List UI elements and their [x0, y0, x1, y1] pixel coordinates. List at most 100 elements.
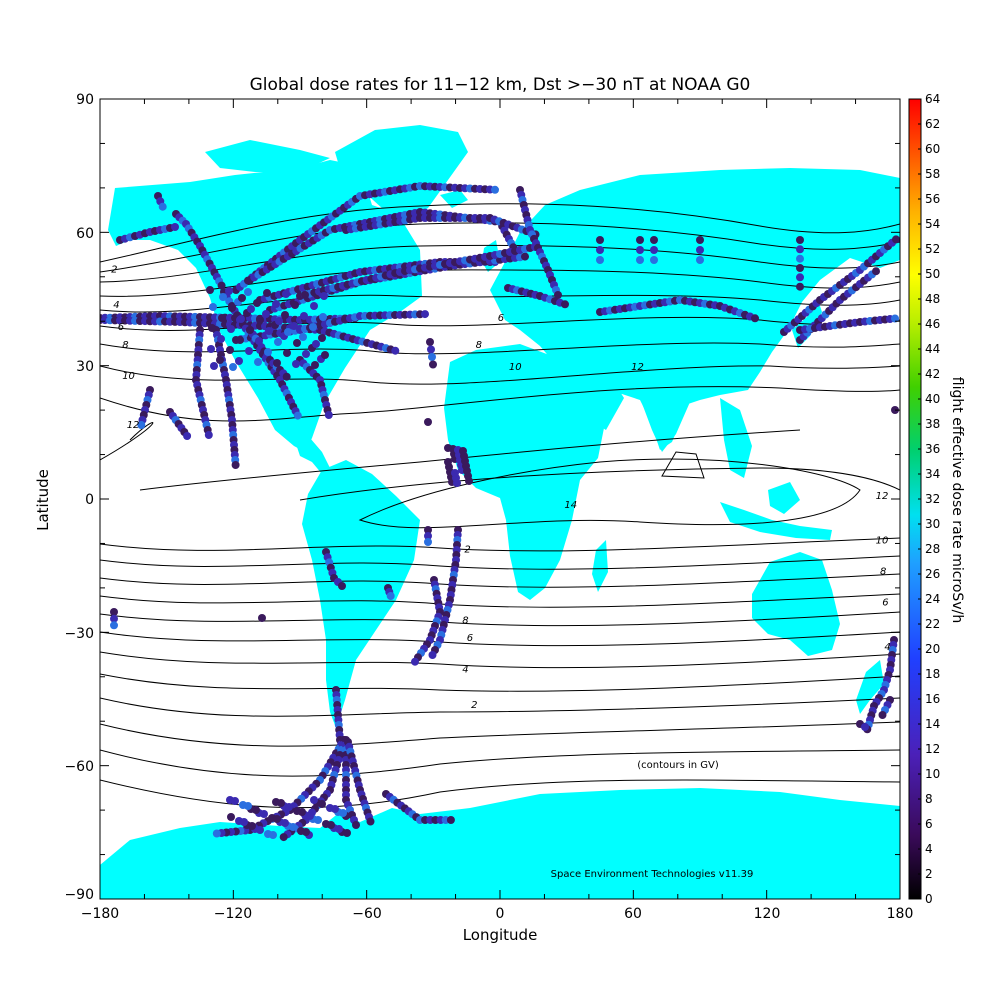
contour-label: 2 [111, 264, 117, 275]
x-tick-label: −120 [214, 906, 252, 922]
land-new-zealand [856, 660, 884, 714]
track-point [291, 301, 299, 309]
track-point [281, 311, 289, 319]
track-point [446, 816, 455, 824]
x-tick-label: −60 [352, 906, 382, 922]
colorbar-tick-label: 54 [925, 217, 940, 231]
track-point [293, 339, 301, 347]
track-point [331, 805, 339, 813]
track-point [366, 817, 375, 826]
colorbar-tick-label: 50 [925, 267, 940, 281]
track-point [427, 345, 435, 354]
track-point [310, 302, 318, 310]
contour-label: 10 [122, 371, 135, 382]
track-point [352, 821, 360, 829]
track-point [428, 651, 437, 659]
track-point [696, 236, 704, 244]
colorbar-tick-label: 28 [925, 542, 940, 556]
track-point [275, 317, 283, 325]
track-point [319, 313, 327, 321]
track-point [231, 797, 239, 805]
track-point [299, 333, 307, 341]
track-point [244, 802, 252, 810]
track-point [219, 293, 227, 301]
contour-label: 6 [882, 598, 888, 609]
track-point [248, 822, 256, 830]
track-point [260, 810, 268, 818]
track-point [309, 323, 317, 331]
colorbar-tick-label: 14 [925, 717, 940, 731]
land-southeast-asia [720, 398, 752, 478]
track-point [339, 809, 347, 817]
track-point [892, 235, 900, 244]
colorbar-tick-label: 32 [925, 492, 940, 506]
track-point [281, 819, 289, 827]
track-point [272, 300, 280, 308]
track-point [650, 256, 658, 264]
track-point [273, 815, 281, 823]
land-greenland [335, 125, 468, 225]
axis-ticks [99, 98, 901, 900]
track-point [245, 347, 253, 355]
contour-label: 12 [127, 420, 140, 431]
track-point [796, 282, 804, 291]
contour-label: 10 [876, 535, 889, 546]
colorbar-tick-label: 36 [925, 442, 940, 456]
track-point [212, 829, 221, 838]
track-point [696, 246, 704, 254]
track-point [292, 360, 300, 368]
colorbar-tick-label: 18 [925, 667, 940, 681]
contour-label: 2 [464, 544, 470, 555]
y-tick-labels: 90 60 30 0 −30 −60 −90 [64, 92, 94, 903]
colorbar-tick-label: 10 [925, 767, 940, 781]
track-point [229, 363, 237, 371]
colorbar-tick-label: 30 [925, 517, 940, 531]
track-point [217, 335, 225, 343]
chart-title: Global dose rates for 11−12 km, Dst >−30… [250, 75, 751, 95]
colorbar-tick-label: 62 [925, 117, 940, 131]
colorbar-label: flight effective dose rate microSv/h [949, 377, 965, 623]
colorbar-tick-label: 12 [925, 742, 940, 756]
track-point [225, 287, 233, 295]
track-point [137, 421, 146, 429]
track-point [238, 294, 246, 302]
colorbar-tick-label: 22 [925, 617, 940, 631]
track-point [256, 826, 264, 834]
colorbar-tick-label: 52 [925, 242, 940, 256]
track-point [279, 833, 288, 842]
colorbar-tick-label: 16 [925, 692, 940, 706]
track-point [636, 256, 644, 264]
track-point [216, 356, 224, 364]
track-point [796, 245, 804, 254]
track-point [872, 267, 880, 276]
x-tick-label: 120 [754, 906, 781, 922]
track-point [253, 299, 261, 307]
track-point [282, 290, 290, 298]
x-tick-label: −180 [81, 906, 119, 922]
land-arctic-islands [205, 140, 330, 172]
track-point [424, 532, 432, 540]
track-point [207, 345, 215, 353]
colorbar-tick-label: 42 [925, 367, 940, 381]
colorbar-tick-label: 20 [925, 642, 940, 656]
contour-label: 4 [113, 300, 119, 311]
contour-label: 6 [498, 313, 504, 324]
track-point [209, 303, 217, 311]
y-tick-label: 60 [76, 226, 94, 242]
track-point [451, 469, 459, 477]
track-point [459, 447, 467, 455]
y-tick-label: −90 [64, 887, 94, 903]
track-point [302, 828, 310, 836]
track-point [293, 411, 302, 420]
track-point [254, 358, 262, 366]
colorbar-tick-labels: 6462605856545250484644424038363432302826… [918, 92, 940, 906]
track-point [301, 291, 309, 299]
credit-text: Space Environment Technologies v11.39 [551, 869, 754, 880]
land-borneo [768, 482, 800, 514]
track-point [110, 614, 118, 623]
track-point [183, 432, 192, 440]
track-point [273, 359, 281, 367]
track-point [252, 806, 260, 814]
track-point [262, 310, 270, 318]
land-india [640, 390, 690, 452]
